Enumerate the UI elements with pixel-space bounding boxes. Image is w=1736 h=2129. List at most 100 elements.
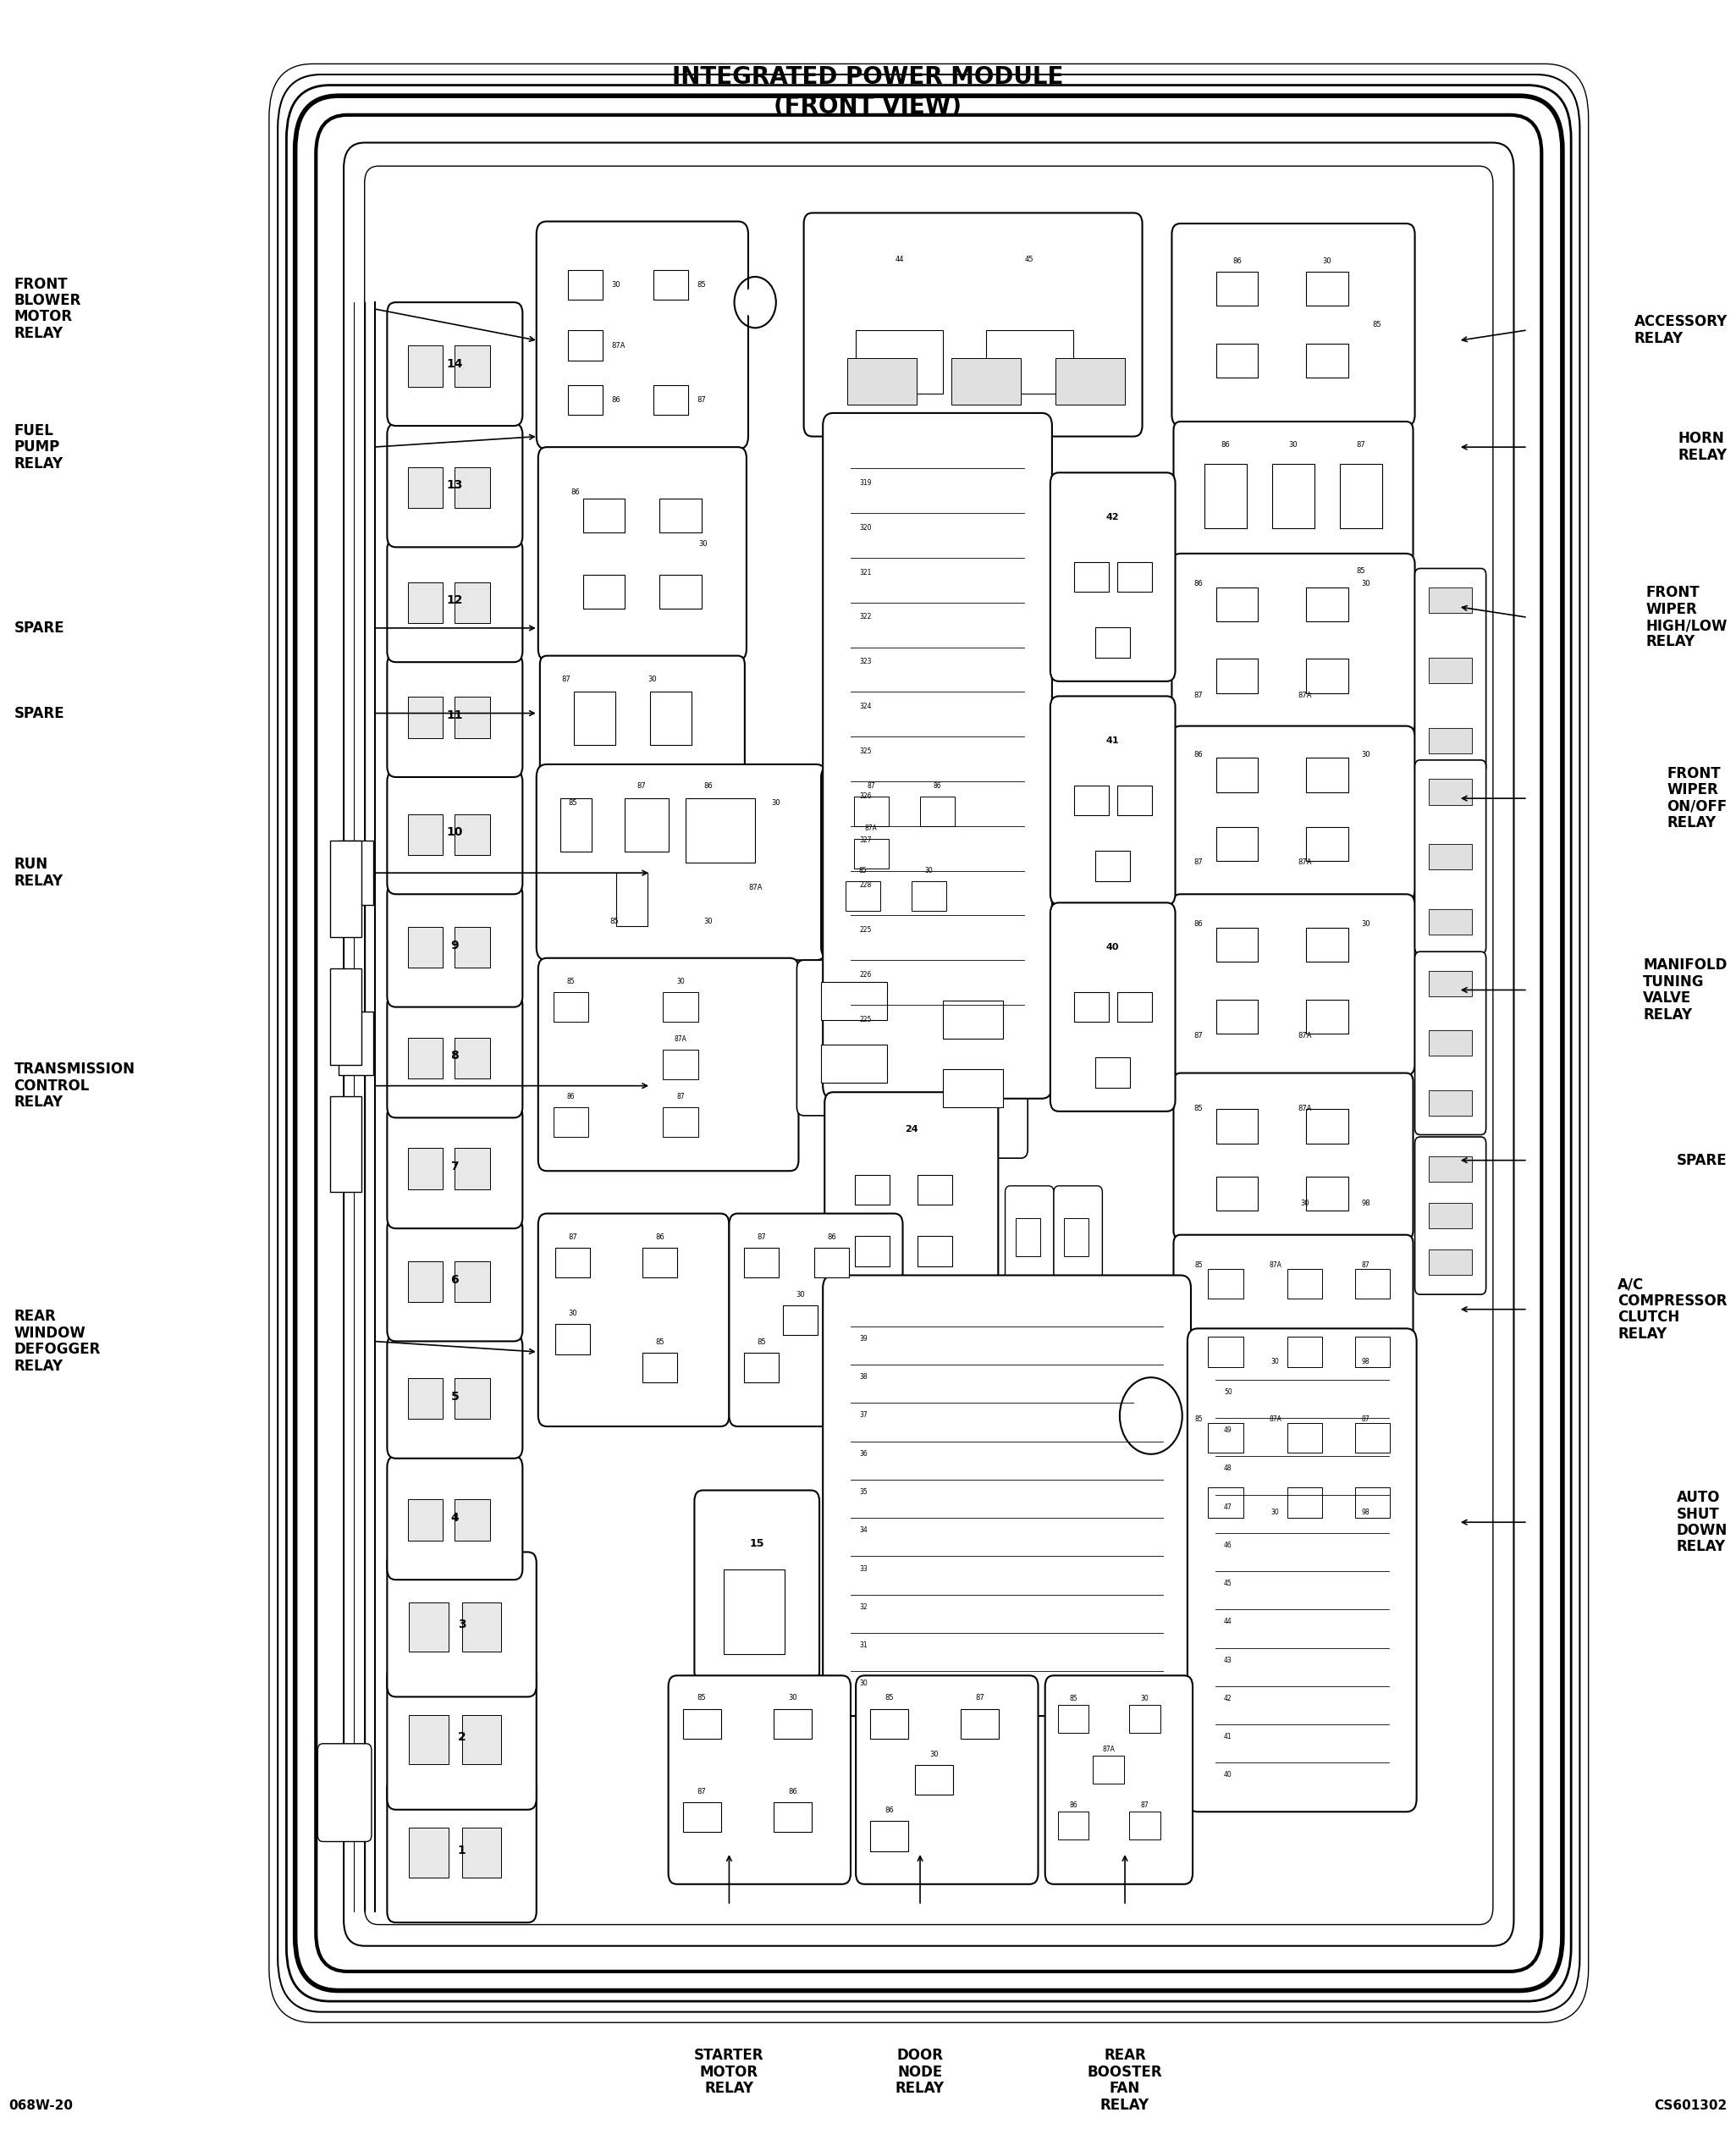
Text: 48: 48	[1224, 1465, 1233, 1473]
Text: 86: 86	[654, 1233, 665, 1241]
Bar	[455, 466, 490, 509]
Bar	[1340, 464, 1382, 528]
Bar	[1208, 1422, 1243, 1452]
Bar	[1288, 1422, 1323, 1452]
Text: 32: 32	[859, 1603, 868, 1612]
Bar	[625, 798, 668, 852]
Bar	[870, 1710, 908, 1739]
Text: (FRONT VIEW): (FRONT VIEW)	[774, 94, 962, 119]
Bar	[1305, 758, 1349, 792]
Text: 33: 33	[859, 1565, 868, 1573]
Bar	[911, 881, 946, 911]
Text: 44: 44	[1224, 1618, 1233, 1627]
FancyBboxPatch shape	[536, 764, 826, 960]
Text: 86: 86	[788, 1788, 797, 1795]
Text: 87A: 87A	[1297, 1033, 1312, 1039]
Text: 87A: 87A	[865, 824, 877, 832]
Bar	[743, 1354, 779, 1384]
Bar	[1215, 660, 1257, 692]
FancyBboxPatch shape	[387, 884, 523, 1007]
Text: REAR
WINDOW
DEFOGGER
RELAY: REAR WINDOW DEFOGGER RELAY	[14, 1309, 101, 1373]
Bar	[642, 1354, 677, 1384]
Bar	[1116, 992, 1151, 1022]
Bar	[1429, 971, 1472, 996]
Text: 225: 225	[859, 1016, 871, 1024]
Bar	[1305, 1109, 1349, 1143]
Bar	[943, 1001, 1003, 1039]
FancyBboxPatch shape	[387, 1105, 523, 1228]
Text: 30: 30	[795, 1290, 806, 1299]
Text: 49: 49	[1224, 1426, 1233, 1435]
Bar	[1429, 1090, 1472, 1116]
Bar	[854, 1175, 889, 1205]
Bar	[1429, 909, 1472, 935]
Text: 87: 87	[1356, 441, 1366, 449]
Bar	[1356, 1488, 1389, 1518]
Bar	[1272, 464, 1314, 528]
FancyBboxPatch shape	[1174, 1390, 1413, 1546]
Text: 226: 226	[859, 971, 871, 979]
Bar	[1288, 1269, 1323, 1299]
Text: 11: 11	[446, 709, 464, 722]
Text: 35: 35	[859, 1488, 868, 1497]
Text: 87A: 87A	[1297, 1105, 1312, 1111]
Text: DOOR
NODE
RELAY: DOOR NODE RELAY	[896, 2048, 944, 2097]
Text: 87A: 87A	[1297, 692, 1312, 698]
Bar	[1128, 1705, 1160, 1733]
Bar	[917, 1237, 951, 1267]
Text: 87: 87	[677, 1092, 684, 1101]
Text: 85: 85	[1069, 1695, 1078, 1703]
FancyBboxPatch shape	[1174, 1235, 1413, 1397]
Text: 87: 87	[568, 1233, 578, 1241]
Bar	[1215, 1001, 1257, 1035]
Bar	[408, 813, 443, 856]
Bar	[915, 1765, 953, 1795]
Bar	[455, 1260, 490, 1303]
Text: 30: 30	[1361, 920, 1370, 928]
Bar	[1095, 852, 1130, 881]
Bar	[682, 1710, 720, 1739]
Bar	[408, 1499, 443, 1541]
Bar	[554, 1107, 589, 1137]
Bar	[1215, 1175, 1257, 1209]
Text: TRANSMISSION
CONTROL
RELAY: TRANSMISSION CONTROL RELAY	[14, 1062, 135, 1109]
Bar	[1116, 562, 1151, 592]
Text: 42: 42	[1224, 1695, 1233, 1703]
Text: 30: 30	[611, 281, 620, 290]
Bar	[556, 1324, 590, 1354]
Text: SPARE: SPARE	[14, 705, 64, 722]
FancyBboxPatch shape	[387, 1778, 536, 1922]
Text: 37: 37	[859, 1412, 868, 1420]
Bar	[1429, 728, 1472, 754]
Text: 85: 85	[609, 918, 618, 926]
Bar	[462, 1716, 502, 1765]
Bar	[821, 1043, 887, 1082]
Text: 47: 47	[1224, 1503, 1233, 1512]
Text: 15: 15	[750, 1537, 764, 1550]
Bar	[455, 581, 490, 624]
Bar	[1057, 1705, 1088, 1733]
FancyBboxPatch shape	[387, 1665, 536, 1810]
Bar	[1305, 826, 1349, 860]
Text: 8: 8	[451, 1050, 458, 1062]
Text: 87: 87	[1361, 1416, 1370, 1424]
Text: SPARE: SPARE	[1677, 1152, 1727, 1169]
Text: 30: 30	[925, 867, 932, 875]
Bar	[1429, 779, 1472, 805]
Text: 85: 85	[698, 281, 707, 290]
Bar	[408, 1377, 443, 1420]
Text: 87A: 87A	[1269, 1416, 1281, 1424]
Text: 86: 86	[1194, 920, 1203, 928]
Bar	[783, 1305, 818, 1335]
Text: 86: 86	[885, 1808, 894, 1814]
Bar	[330, 1096, 361, 1192]
FancyBboxPatch shape	[387, 1335, 523, 1458]
Text: 85: 85	[885, 1695, 894, 1701]
Text: 319: 319	[859, 479, 871, 488]
FancyBboxPatch shape	[823, 413, 1052, 1099]
Text: INTEGRATED POWER MODULE: INTEGRATED POWER MODULE	[672, 64, 1064, 89]
Text: 98: 98	[1361, 1201, 1370, 1207]
Text: 86: 86	[571, 488, 580, 496]
Text: 86: 86	[1194, 752, 1203, 758]
Text: 85: 85	[1356, 566, 1366, 575]
